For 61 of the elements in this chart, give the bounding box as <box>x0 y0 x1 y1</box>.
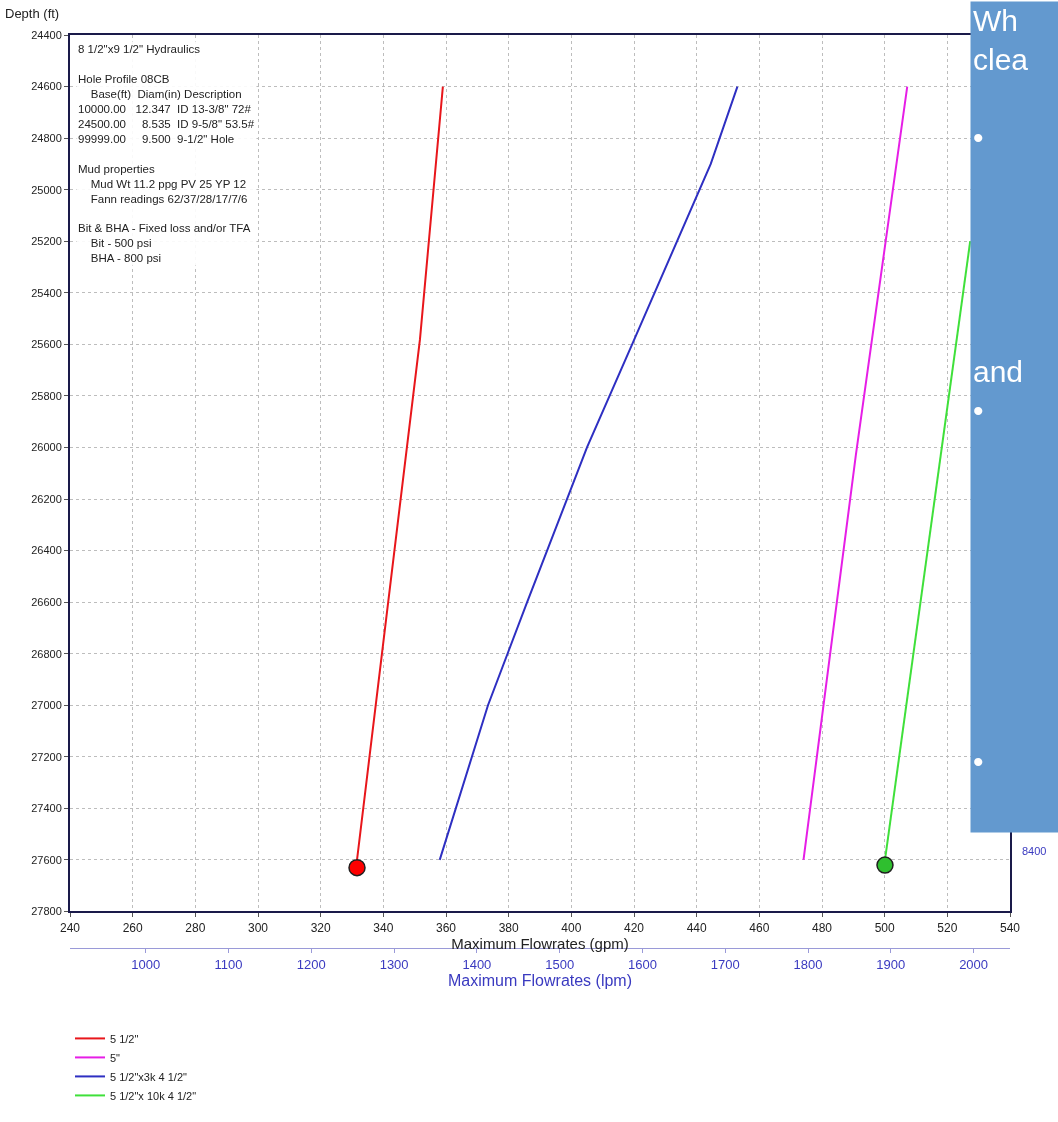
x-tick-label: 480 <box>811 920 833 935</box>
x2-tick-label: 1300 <box>379 956 409 972</box>
y-tick-label: 26200 <box>31 492 62 505</box>
y-tick-label: 25600 <box>31 338 62 351</box>
x2-tick-label: 1800 <box>793 956 823 972</box>
x2-tick-label: 1500 <box>545 956 575 972</box>
y-tick-label: 26800 <box>31 647 62 660</box>
x-tick-label: 300 <box>247 920 269 935</box>
text: 8400 <box>1022 845 1047 857</box>
legend-label: 5 1/2" <box>110 1032 139 1045</box>
y-tick-label: 25200 <box>31 235 62 248</box>
y-tick-label: 27400 <box>31 802 62 815</box>
legend-label: 5" <box>110 1051 121 1064</box>
x2-tick-label: 2000 <box>959 956 989 972</box>
line-series <box>438 85 739 861</box>
x2-axis-title: Maximum Flowrates (lpm) <box>447 971 633 989</box>
annotation: • <box>973 121 984 154</box>
y-tick-label: 24800 <box>31 131 62 144</box>
x-axis-title: Maximum Flowrates (gpm) <box>451 934 629 952</box>
x-tick-label: 440 <box>686 920 707 935</box>
x-tick-label: 260 <box>122 920 143 935</box>
x-tick-label: 320 <box>310 920 331 935</box>
x-tick-label: 460 <box>749 920 770 935</box>
x2-tick-label: 1600 <box>627 956 657 972</box>
annotation: Wh <box>973 4 1018 37</box>
legend-label: 5 1/2"x 10k 4 1/2" <box>110 1089 197 1102</box>
legend-label: 5 1/2"x3k 4 1/2" <box>110 1070 188 1083</box>
y-tick-label: 26000 <box>31 441 62 454</box>
x2-tick-label: 1400 <box>462 956 492 972</box>
y-tick-label: 25400 <box>31 286 62 299</box>
annotation: and <box>973 355 1024 388</box>
y-tick-label: 26600 <box>31 595 62 608</box>
annotation: • <box>973 394 984 427</box>
y-tick-label: 25000 <box>31 183 62 196</box>
x-tick-label: 340 <box>373 920 394 935</box>
x2-tick-label: 1900 <box>876 956 906 972</box>
x-tick-label: 400 <box>561 920 582 935</box>
text: 8 1/2"x9 1/2" Hydraulics Hole Profile 08CB Base(ft) Diam(in) Description 10000.00 12.347 ID 13-3/8" 72# 24500.00 8.535 ID 9-5/8" 53.5# 99999.00 9.500 9-1/2" Hole Mud properties Mud Wt 11.2 ppg PV 25 YP 12 Fann readings 62/37/28/17/7/6 Bit & BHA - Fixed loss and/or TFA Bit - 500 psi BHA - 800 psi <box>78 43 255 265</box>
x-tick-label: 540 <box>999 920 1021 935</box>
y-tick-label: 27600 <box>31 853 62 866</box>
annotation: • <box>973 745 984 778</box>
y-tick-label: 25800 <box>31 389 62 402</box>
y-tick-label: 24400 <box>31 28 62 41</box>
x2-tick-label: 1700 <box>710 956 740 972</box>
x2-tick-label: 1100 <box>214 956 243 972</box>
y-tick-label: 27800 <box>31 905 62 918</box>
x-tick-label: 280 <box>185 920 206 935</box>
x-tick-label: 500 <box>874 920 895 935</box>
y-tick-label: 26400 <box>31 544 62 557</box>
y-tick-label: 27000 <box>31 699 62 712</box>
y-axis-title: Depth (ft) <box>5 6 60 21</box>
x-tick-label: 360 <box>435 920 457 935</box>
y-tick-label: 27200 <box>31 750 62 763</box>
x-tick-label: 380 <box>498 920 519 935</box>
y-tick-label: 24600 <box>31 80 62 93</box>
x-tick-label: 520 <box>937 920 958 935</box>
x2-tick-label: 1200 <box>296 956 326 972</box>
x2-tick-label: 1000 <box>131 956 161 972</box>
x-tick-label: 420 <box>623 920 645 935</box>
annotation: clea <box>973 43 1029 76</box>
x-tick-label: 240 <box>59 920 81 935</box>
